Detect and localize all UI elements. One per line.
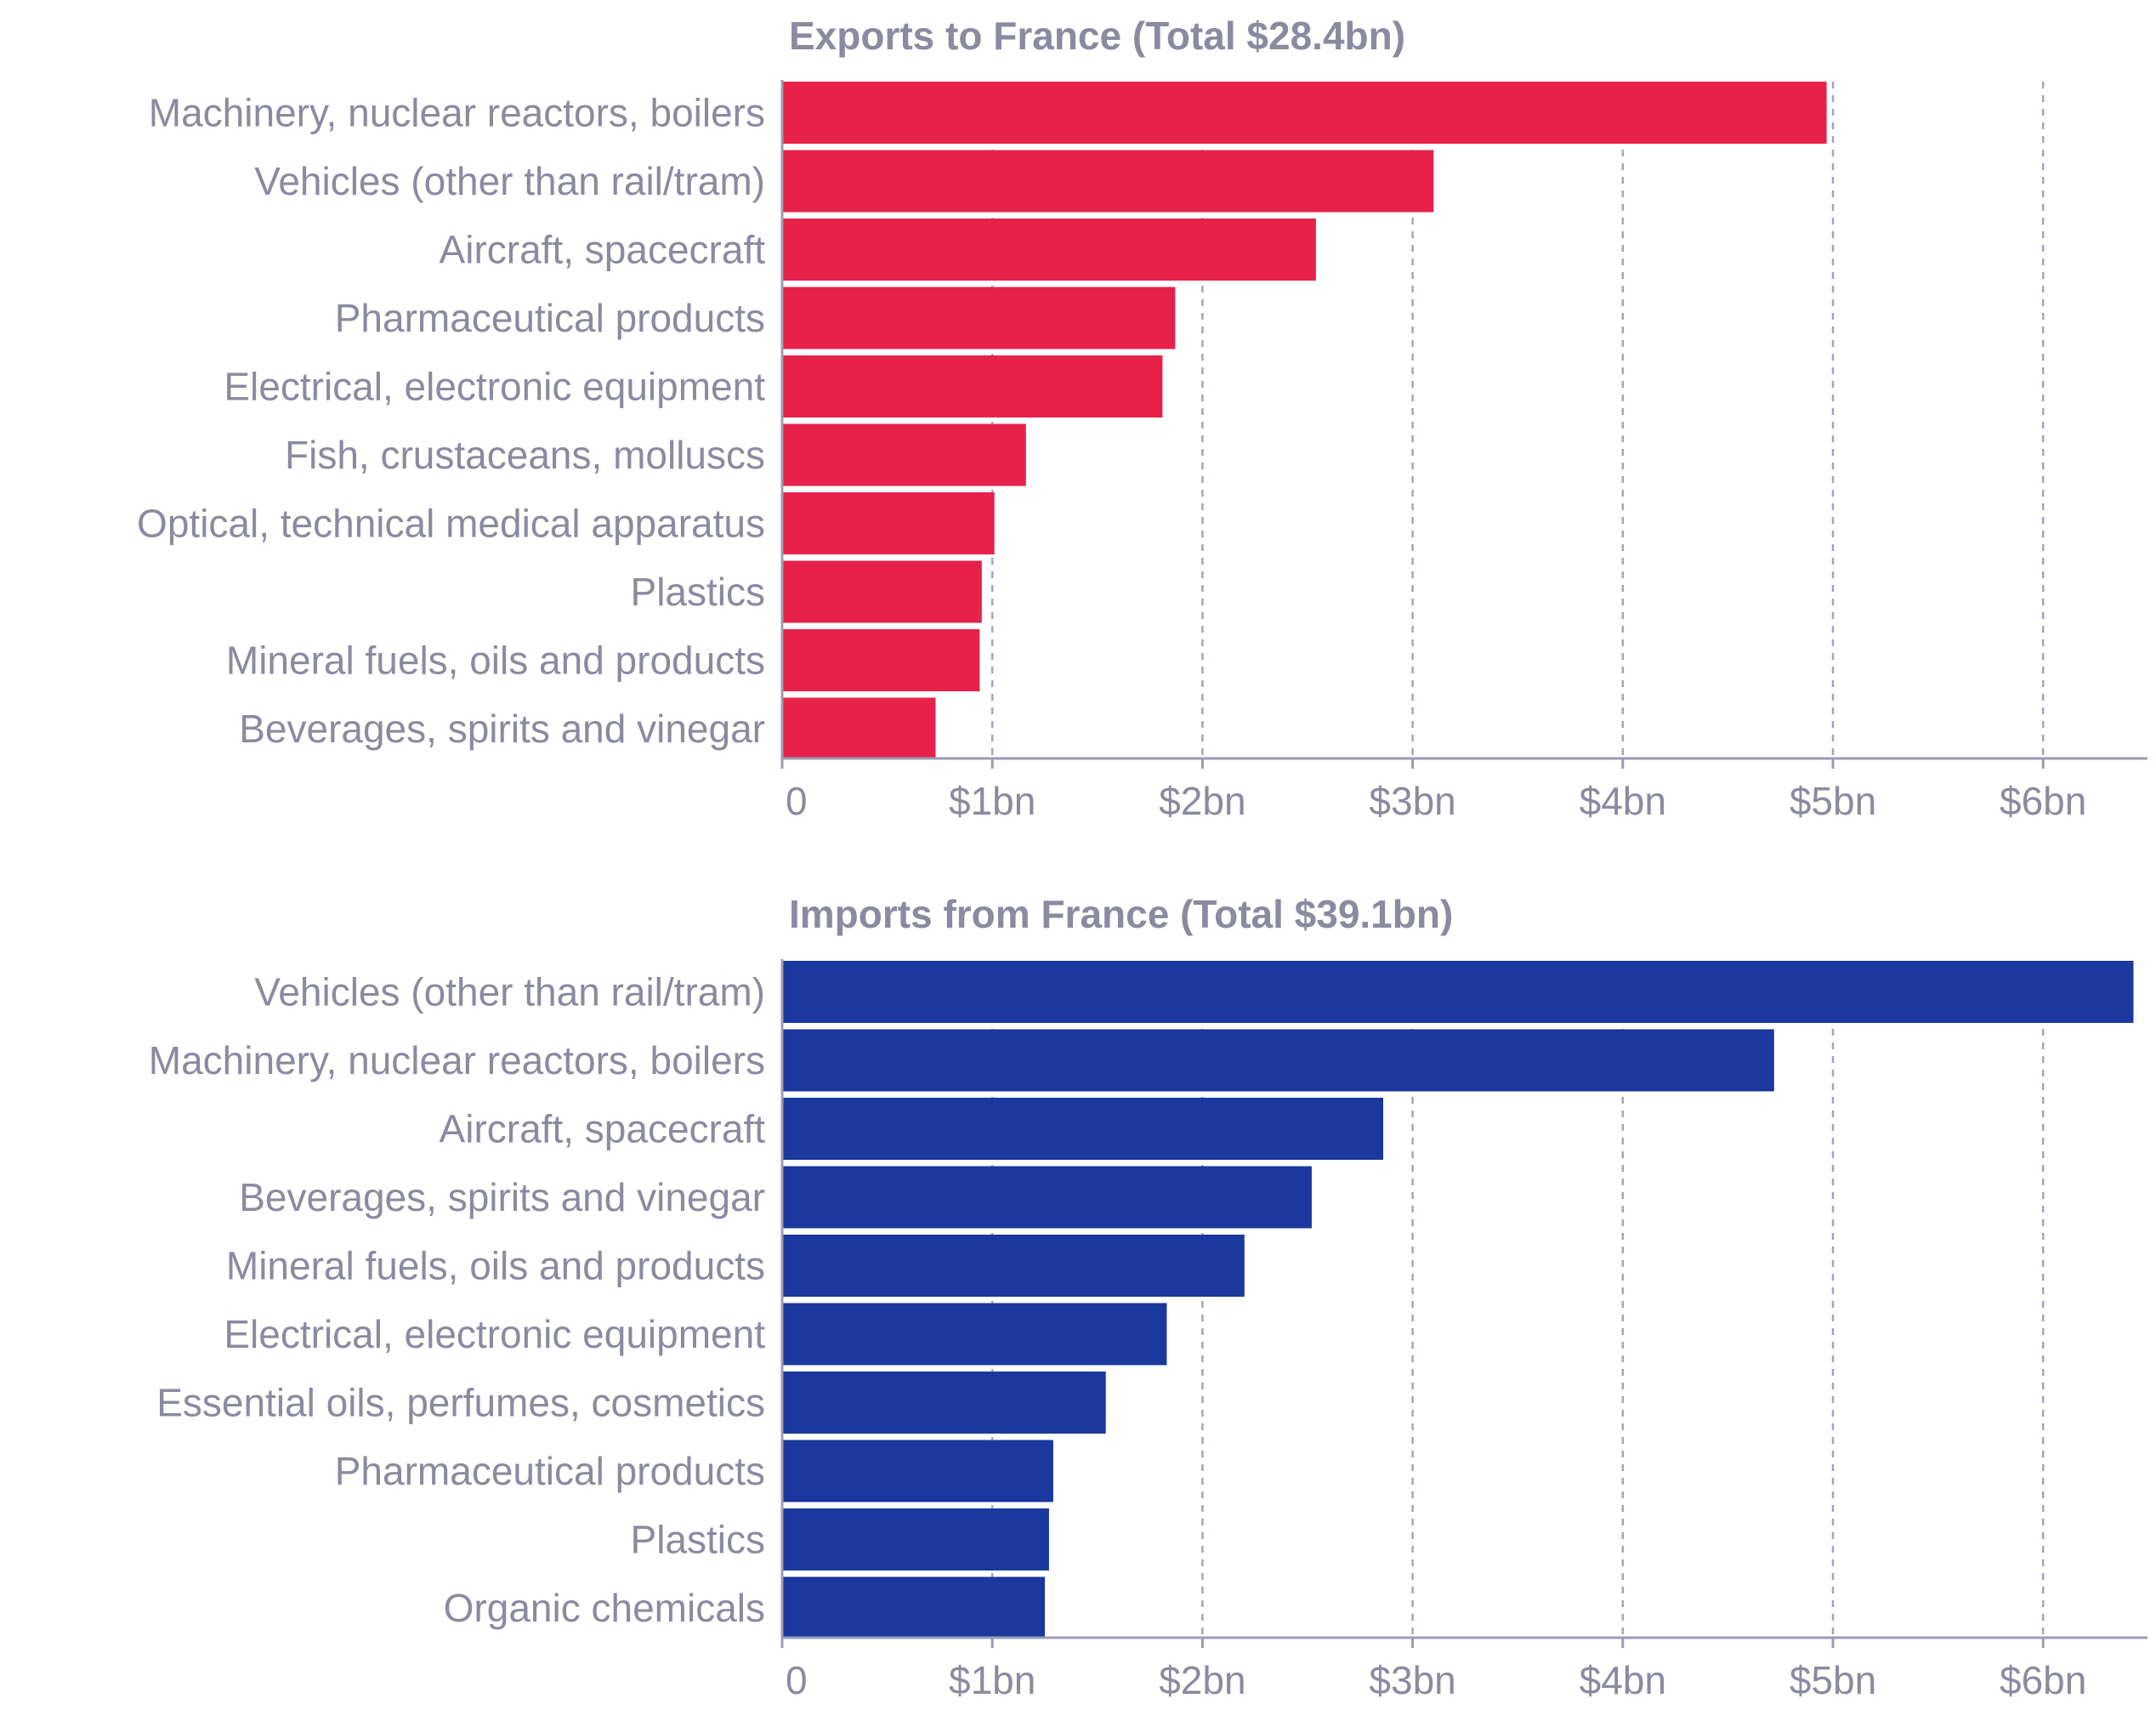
imports-tick-label: $2bn bbox=[1159, 1658, 1245, 1702]
exports-category-labels: Machinery, nuclear reactors, boilers Vehi… bbox=[137, 91, 765, 752]
imports-bars bbox=[782, 961, 2134, 1639]
exports-category-label: Electrical, electronic equipment bbox=[224, 365, 765, 409]
imports-category-label: Essential oils, perfumes, cosmetics bbox=[156, 1381, 765, 1425]
imports-category-label: Plastics bbox=[631, 1518, 765, 1562]
exports-bar bbox=[782, 423, 1026, 486]
imports-category-label: Organic chemicals bbox=[444, 1586, 765, 1630]
imports-x-axis: 0 $1bn $2bn $3bn $4bn $5bn $6bn bbox=[780, 959, 2147, 1702]
exports-category-label: Plastics bbox=[631, 570, 765, 614]
exports-tick-label: $6bn bbox=[2000, 779, 2086, 823]
imports-bar bbox=[782, 1029, 1774, 1092]
exports-bar bbox=[782, 82, 1827, 144]
exports-category-label: Pharmaceutical products bbox=[335, 296, 765, 340]
imports-bar bbox=[782, 1440, 1053, 1502]
imports-bar bbox=[782, 1508, 1049, 1570]
imports-bar bbox=[782, 1166, 1312, 1229]
exports-bar bbox=[782, 629, 980, 691]
imports-bar bbox=[782, 1303, 1167, 1366]
imports-category-label: Mineral fuels, oils and products bbox=[226, 1244, 765, 1288]
imports-bar bbox=[782, 1098, 1383, 1160]
imports-category-label: Machinery, nuclear reactors, boilers bbox=[149, 1038, 765, 1082]
imports-category-label: Beverages, spirits and vinegar bbox=[239, 1175, 765, 1219]
exports-category-label: Aircraft, spacecraft bbox=[440, 228, 766, 272]
exports-bar bbox=[782, 355, 1163, 417]
exports-tick-label: $2bn bbox=[1159, 779, 1245, 823]
exports-category-label: Vehicles (other than rail/tram) bbox=[254, 159, 765, 203]
exports-bar bbox=[782, 219, 1316, 281]
imports-category-labels: Vehicles (other than rail/tram) Machinery… bbox=[149, 970, 765, 1631]
exports-category-label: Machinery, nuclear reactors, boilers bbox=[149, 91, 765, 135]
imports-tick-label: $4bn bbox=[1580, 1658, 1666, 1702]
exports-category-label: Mineral fuels, oils and products bbox=[226, 639, 765, 683]
imports-category-label: Vehicles (other than rail/tram) bbox=[254, 970, 765, 1014]
imports-category-label: Pharmaceutical products bbox=[335, 1449, 765, 1493]
exports-bar bbox=[782, 492, 995, 554]
exports-bar bbox=[782, 287, 1176, 349]
imports-chart: Imports from France (Total $39.1bn) Vehi… bbox=[149, 892, 2147, 1702]
imports-tick-label: $1bn bbox=[949, 1658, 1035, 1702]
imports-category-label: Electrical, electronic equipment bbox=[224, 1312, 765, 1356]
imports-bar bbox=[782, 1235, 1245, 1297]
exports-x-axis: 0 $1bn $2bn $3bn $4bn $5bn $6bn bbox=[780, 80, 2147, 823]
imports-bar bbox=[782, 961, 2134, 1023]
imports-bar bbox=[782, 1372, 1106, 1434]
imports-tick-label: $3bn bbox=[1369, 1658, 1455, 1702]
exports-bar bbox=[782, 697, 936, 760]
exports-bar bbox=[782, 150, 1434, 213]
exports-tick-label: 0 bbox=[786, 779, 808, 823]
exports-tick-label: $4bn bbox=[1580, 779, 1666, 823]
imports-tick-label: $5bn bbox=[1790, 1658, 1876, 1702]
exports-tick-label: $5bn bbox=[1790, 779, 1876, 823]
exports-chart-title: Exports to France (Total $28.4bn) bbox=[789, 14, 1405, 58]
exports-bar bbox=[782, 560, 982, 623]
exports-category-label: Beverages, spirits and vinegar bbox=[239, 707, 765, 751]
imports-tick-label: 0 bbox=[786, 1658, 808, 1702]
imports-category-label: Aircraft, spacecraft bbox=[440, 1107, 766, 1151]
exports-category-label: Fish, crustaceans, molluscs bbox=[285, 433, 765, 477]
exports-chart: Exports to France (Total $28.4bn) Machin… bbox=[137, 14, 2147, 823]
exports-bars bbox=[782, 82, 1827, 760]
exports-tick-label: $3bn bbox=[1369, 779, 1455, 823]
imports-bar bbox=[782, 1576, 1045, 1639]
imports-tick-label: $6bn bbox=[2000, 1658, 2086, 1702]
exports-category-label: Optical, technical medical apparatus bbox=[137, 502, 765, 546]
exports-tick-label: $1bn bbox=[949, 779, 1035, 823]
imports-chart-title: Imports from France (Total $39.1bn) bbox=[789, 892, 1453, 936]
